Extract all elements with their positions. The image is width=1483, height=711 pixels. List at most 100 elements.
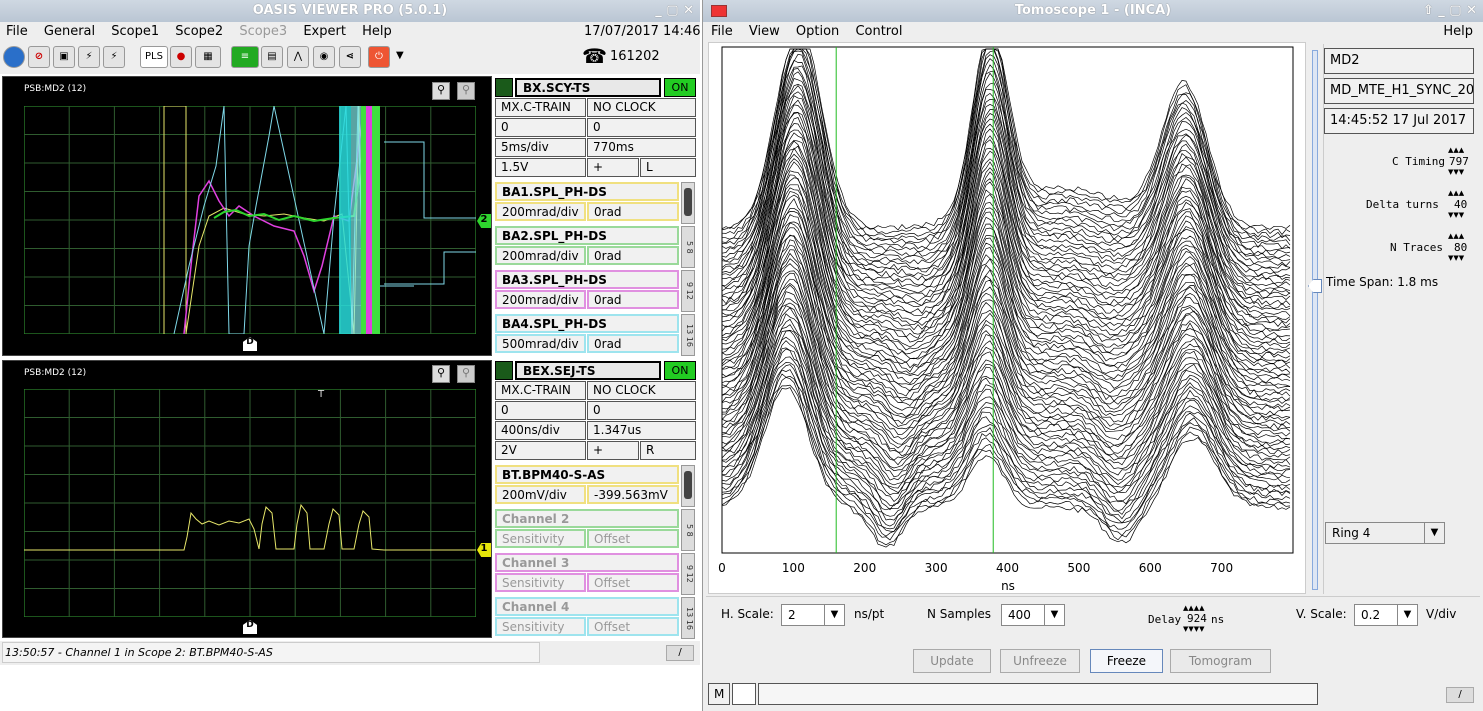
scope2-trigger-coupling[interactable]: R	[640, 441, 696, 460]
menu-expert[interactable]: Expert	[303, 24, 346, 39]
scope1-channel-tab-2[interactable]: 5 8	[681, 226, 695, 268]
scope1-channel-4-sensitivity[interactable]: 500mrad/div	[495, 334, 586, 353]
tomogram-button[interactable]: Tomogram	[1170, 649, 1271, 673]
plug-icon[interactable]: ⚡	[78, 46, 100, 68]
menu-view[interactable]: View	[748, 24, 780, 39]
scope1-channel-3-offset[interactable]: 0rad	[587, 290, 679, 309]
chevron-down-icon[interactable]: ▼	[1424, 523, 1444, 543]
scope2-timebase[interactable]: 400ns/div	[495, 421, 586, 440]
c-timing-up-icon[interactable]: ▲▲▲	[1448, 146, 1465, 154]
layout-bars-icon[interactable]: ≡	[231, 46, 259, 68]
scope2-channel-1-sensitivity[interactable]: 200mV/div	[495, 485, 586, 504]
scope2-channel-2-name[interactable]: Channel 2	[495, 509, 679, 528]
scope2-channel-3-sensitivity[interactable]: Sensitivity	[495, 573, 586, 592]
slider-knob-icon[interactable]	[684, 471, 692, 499]
scope1-timing[interactable]: MX.C-TRAIN	[495, 98, 586, 117]
save-icon[interactable]: ▣	[53, 46, 75, 68]
scope1-channel-tab-3[interactable]: 9 12	[681, 270, 695, 312]
scope1-channel-4-offset[interactable]: 0rad	[587, 334, 679, 353]
c-timing-down-icon[interactable]: ▼▼▼	[1448, 168, 1465, 176]
scope2-indicator[interactable]	[495, 361, 513, 380]
scope2-channel-marker[interactable]: 1	[477, 543, 491, 557]
scope1-delay2[interactable]: 0	[587, 118, 696, 137]
n-traces-down-icon[interactable]: ▼▼▼	[1448, 254, 1465, 262]
no-globe-icon[interactable]: ⊘	[28, 46, 50, 68]
delay-up-icon[interactable]: ▲▲▲▲	[1183, 604, 1205, 612]
scope1-channel-4-name[interactable]: BA4.SPL_PH-DS	[495, 314, 679, 333]
delta-turns-down-icon[interactable]: ▼▼▼	[1448, 211, 1465, 219]
menu-file[interactable]: File	[6, 24, 28, 39]
pls-button[interactable]: PLS	[140, 46, 168, 68]
power-icon[interactable]: ⏻	[368, 46, 390, 68]
scope2-channel-3-name[interactable]: Channel 3	[495, 553, 679, 572]
freeze-button[interactable]: Freeze	[1090, 649, 1163, 673]
chevron-down-icon[interactable]: ▼	[824, 605, 844, 625]
window-controls[interactable]: _ ▢ ✕	[655, 3, 694, 18]
c-timing-value[interactable]: 797	[1449, 155, 1469, 168]
delta-turns-up-icon[interactable]: ▲▲▲	[1448, 189, 1465, 197]
scope1-channel-2-offset[interactable]: 0rad	[587, 246, 679, 265]
scope1-delay[interactable]: 0	[495, 118, 586, 137]
delay-value[interactable]: 924	[1187, 612, 1207, 625]
scope1-channel-tab-4[interactable]: 13 16	[681, 314, 695, 356]
plug-lightning-icon[interactable]: ⚡	[103, 46, 125, 68]
scope2-on-button[interactable]: ON	[664, 361, 696, 380]
window-layout-icon[interactable]: ▦	[195, 46, 221, 68]
scope2-panel[interactable]	[2, 360, 492, 638]
scope1-graph[interactable]	[24, 106, 476, 334]
scope1-clock[interactable]: NO CLOCK	[587, 98, 696, 117]
scope1-trigger-slope[interactable]: +	[587, 158, 639, 177]
scope2-channel-1-name[interactable]: BT.BPM40-S-AS	[495, 465, 679, 484]
menu-scope2[interactable]: Scope2	[175, 24, 224, 39]
scope2-channel-4-sensitivity[interactable]: Sensitivity	[495, 617, 586, 636]
scope1-channel-1-offset[interactable]: 0rad	[587, 202, 679, 221]
scope2-trigger-level[interactable]: 2V	[495, 441, 586, 460]
scope1-channel-1-name[interactable]: BA1.SPL_PH-DS	[495, 182, 679, 201]
scope2-channel-3-offset[interactable]: Offset	[587, 573, 679, 592]
traffic-light-icon[interactable]: ●	[170, 46, 192, 68]
graph-icon[interactable]: ⋀	[287, 46, 309, 68]
menu-option[interactable]: Option	[795, 24, 840, 39]
scope2-channel-1-offset[interactable]: -399.563mV	[587, 485, 679, 504]
oasis-status-button[interactable]: /	[666, 645, 694, 661]
tomoscope-status-button[interactable]: /	[1446, 687, 1474, 703]
scope1-device-name[interactable]: BX.SCY-TS	[515, 78, 661, 97]
film-icon[interactable]: ▤	[261, 46, 283, 68]
scope1-indicator[interactable]	[495, 78, 513, 97]
scope1-channel-2-sensitivity[interactable]: 200mrad/div	[495, 246, 586, 265]
menu-scope3[interactable]: Scope3	[239, 24, 288, 39]
n-samples-select[interactable]: 400 ▼	[1001, 604, 1065, 626]
zoom-in-icon[interactable]: ⚲	[432, 82, 450, 100]
chevron-down-icon[interactable]: ▼	[1397, 605, 1417, 625]
zoom-out-icon[interactable]: ⚲	[457, 82, 475, 100]
slider-knob-icon[interactable]	[684, 188, 692, 216]
delta-turns-value[interactable]: 40	[1454, 198, 1468, 211]
menu-general[interactable]: General	[43, 24, 96, 39]
vertical-slider-thumb[interactable]	[1308, 279, 1322, 293]
zoom-out-icon[interactable]: ⚲	[457, 365, 475, 383]
globe-icon[interactable]	[3, 46, 25, 68]
scope1-on-button[interactable]: ON	[664, 78, 696, 97]
zoom-in-icon[interactable]: ⚲	[432, 365, 450, 383]
scope1-channel-2-name[interactable]: BA2.SPL_PH-DS	[495, 226, 679, 245]
scope2-clock[interactable]: NO CLOCK	[587, 381, 696, 400]
menu-help[interactable]: Help	[1443, 24, 1473, 39]
ring-select[interactable]: Ring 4 ▼	[1325, 522, 1445, 544]
scope1-timebase[interactable]: 5ms/div	[495, 138, 586, 157]
scope2-trigger-marker[interactable]: T	[318, 389, 325, 400]
scope1-trigger-level[interactable]: 1.5V	[495, 158, 586, 177]
update-button[interactable]: Update	[913, 649, 991, 673]
window-controls[interactable]: ⇧ _ ▢ ✕	[1422, 3, 1477, 18]
h-scale-select[interactable]: 2 ▼	[781, 604, 845, 626]
delay-down-icon[interactable]: ▼▼▼▼	[1183, 625, 1205, 633]
scope2-channel-tab-4[interactable]: 13 16	[681, 597, 695, 639]
menu-scope1[interactable]: Scope1	[111, 24, 160, 39]
eye-icon[interactable]: ◉	[313, 46, 335, 68]
scope2-channel-2-sensitivity[interactable]: Sensitivity	[495, 529, 586, 548]
scope2-device-name[interactable]: BEX.SEJ-TS	[515, 361, 661, 380]
n-traces-value[interactable]: 80	[1454, 241, 1468, 254]
scope2-delay[interactable]: 0	[495, 401, 586, 420]
scope2-delay2[interactable]: 0	[587, 401, 696, 420]
menu-help[interactable]: Help	[362, 24, 392, 39]
scope1-trigger-coupling[interactable]: L	[640, 158, 696, 177]
